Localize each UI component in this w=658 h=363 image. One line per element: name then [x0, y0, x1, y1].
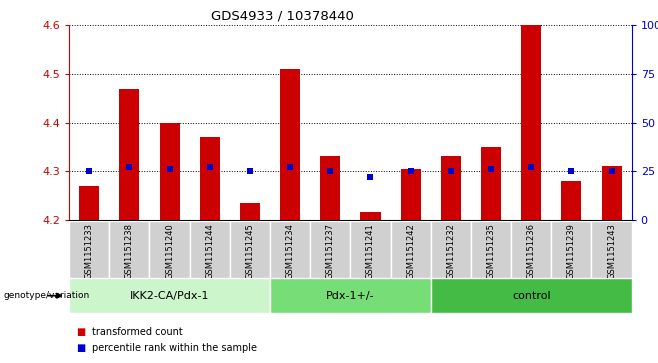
- Point: [325, 168, 336, 174]
- Text: GSM1151241: GSM1151241: [366, 223, 375, 279]
- Bar: [391, 221, 431, 278]
- Point: [606, 168, 617, 174]
- Bar: [561, 181, 582, 220]
- Bar: [240, 203, 260, 220]
- Bar: [431, 221, 471, 278]
- Point: [245, 168, 255, 174]
- Text: GSM1151239: GSM1151239: [567, 223, 576, 279]
- Bar: [270, 278, 431, 313]
- Bar: [592, 221, 632, 278]
- Bar: [79, 185, 99, 220]
- Bar: [551, 221, 592, 278]
- Text: Pdx-1+/-: Pdx-1+/-: [326, 291, 374, 301]
- Bar: [190, 221, 230, 278]
- Bar: [511, 221, 551, 278]
- Bar: [149, 221, 190, 278]
- Text: GSM1151234: GSM1151234: [286, 223, 295, 279]
- Bar: [471, 221, 511, 278]
- Bar: [199, 137, 220, 220]
- Bar: [119, 89, 139, 220]
- Bar: [441, 156, 461, 220]
- Text: GDS4933 / 10378440: GDS4933 / 10378440: [211, 9, 354, 22]
- Text: GSM1151245: GSM1151245: [245, 223, 255, 279]
- Bar: [69, 278, 270, 313]
- Text: genotype/variation: genotype/variation: [3, 291, 89, 300]
- Point: [445, 168, 456, 174]
- Point: [526, 164, 536, 170]
- Bar: [361, 212, 380, 220]
- Point: [84, 168, 95, 174]
- Text: GSM1151237: GSM1151237: [326, 223, 335, 279]
- Text: IKK2-CA/Pdx-1: IKK2-CA/Pdx-1: [130, 291, 209, 301]
- Point: [566, 168, 576, 174]
- Bar: [350, 221, 391, 278]
- Point: [486, 166, 496, 172]
- Bar: [69, 221, 109, 278]
- Bar: [320, 156, 340, 220]
- Text: GSM1151232: GSM1151232: [446, 223, 455, 279]
- Bar: [159, 122, 180, 220]
- Text: ■: ■: [76, 343, 85, 354]
- Bar: [481, 147, 501, 220]
- Bar: [431, 278, 632, 313]
- Bar: [601, 166, 622, 220]
- Text: GSM1151233: GSM1151233: [85, 223, 93, 279]
- Text: GSM1151243: GSM1151243: [607, 223, 616, 279]
- Point: [285, 164, 295, 170]
- Text: transformed count: transformed count: [92, 327, 183, 337]
- Bar: [230, 221, 270, 278]
- Text: GSM1151235: GSM1151235: [486, 223, 495, 279]
- Text: control: control: [512, 291, 551, 301]
- Point: [124, 164, 135, 170]
- Bar: [521, 25, 542, 220]
- Bar: [310, 221, 350, 278]
- Text: ■: ■: [76, 327, 85, 337]
- Point: [405, 168, 416, 174]
- Bar: [280, 69, 300, 220]
- Text: percentile rank within the sample: percentile rank within the sample: [92, 343, 257, 354]
- Point: [205, 164, 215, 170]
- Point: [164, 166, 175, 172]
- Text: GSM1151236: GSM1151236: [526, 223, 536, 279]
- Text: GSM1151238: GSM1151238: [125, 223, 134, 279]
- Bar: [270, 221, 310, 278]
- Text: GSM1151240: GSM1151240: [165, 223, 174, 279]
- Bar: [109, 221, 149, 278]
- Bar: [401, 169, 420, 220]
- Text: GSM1151244: GSM1151244: [205, 223, 215, 279]
- Text: GSM1151242: GSM1151242: [406, 223, 415, 279]
- Point: [365, 174, 376, 180]
